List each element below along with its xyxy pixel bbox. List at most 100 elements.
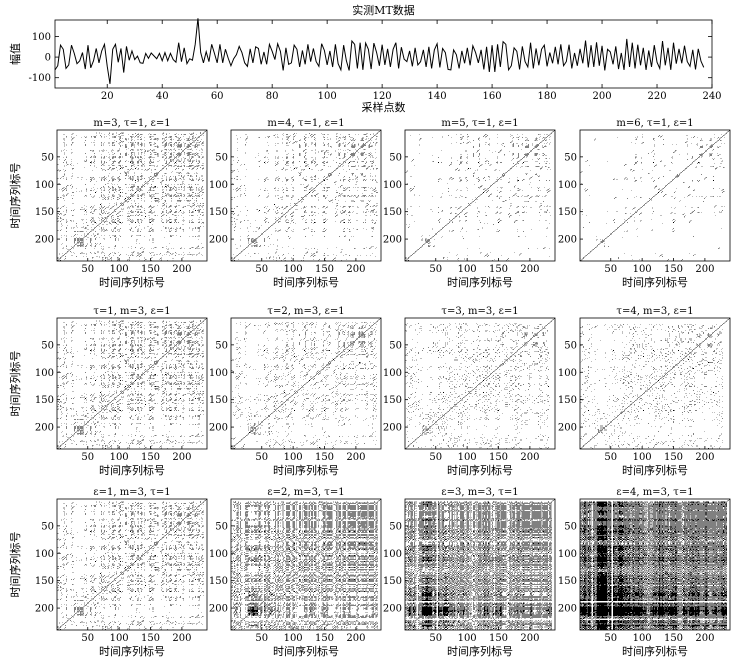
rp-y-tick-label: 50 [564, 340, 577, 351]
ts-axes-frame [54, 19, 713, 89]
rp-y-tick-label: 100 [35, 180, 54, 191]
rp-y-tick-label: 150 [35, 576, 54, 587]
ts-x-tick-label: 160 [483, 91, 502, 102]
rp-y-tick-label: 200 [558, 423, 577, 434]
rp-y-tick-label: 200 [558, 604, 577, 615]
rp-axes-frame [56, 317, 208, 450]
rp-x-axis-label: 时间序列标号 [447, 463, 513, 477]
rp-x-tick-label: 200 [346, 452, 365, 463]
ts-y-tick-label: -100 [29, 73, 51, 84]
recurrence-plot-image [405, 130, 555, 261]
recurrence-plot-panel: ε=1, m=3, τ=1 50 100 150 200 50 100 150 200 时间序列标… [8, 487, 208, 658]
rp-x-tick-label: 150 [664, 264, 683, 275]
rp-panel-title: τ=1, m=3, ε=1 [93, 306, 170, 317]
rp-x-tick-label: 100 [633, 452, 652, 463]
rp-x-tick-label: 150 [141, 633, 160, 644]
rp-x-tick-label: 100 [458, 264, 477, 275]
rp-x-tick-label: 100 [458, 452, 477, 463]
rp-x-axis-label: 时间序列标号 [99, 275, 165, 289]
ts-y-tick-label: 100 [32, 32, 51, 43]
rp-y-axis-label: 时间序列标号 [8, 163, 22, 229]
recurrence-plot-panel: τ=2, m=3, ε=1 50 100 150 200 50 100 150 200 时间序列标… [209, 306, 382, 477]
rp-x-axis-label: 时间序列标号 [622, 463, 688, 477]
rp-x-tick-label: 200 [520, 452, 539, 463]
rp-x-tick-label: 100 [284, 264, 303, 275]
recurrence-plot-image [57, 499, 207, 630]
rp-x-axis-label: 时间序列标号 [273, 275, 339, 289]
ts-x-tick-label: 140 [428, 91, 447, 102]
rp-panel-title: m=5, τ=1, ε=1 [441, 118, 518, 129]
rp-y-axis-label: 时间序列标号 [8, 532, 22, 598]
ts-x-tick-label: 100 [318, 91, 337, 102]
rp-y-tick-label: 150 [35, 395, 54, 406]
recurrence-plot-panel: ε=4, m=3, τ=1 50 100 150 200 50 100 150 200 时间序列标… [558, 487, 731, 658]
rp-y-tick-label: 50 [389, 152, 402, 163]
rp-y-tick-label: 150 [383, 207, 402, 218]
rp-y-tick-label: 100 [383, 368, 402, 379]
ts-x-tick-label: 60 [211, 91, 224, 102]
rp-y-tick-label: 100 [383, 180, 402, 191]
rp-x-axis-label: 时间序列标号 [273, 463, 339, 477]
rp-y-tick-label: 150 [209, 207, 228, 218]
ts-title: 实测MT数据 [352, 3, 415, 17]
rp-x-tick-label: 100 [458, 633, 477, 644]
rp-x-tick-label: 50 [429, 633, 442, 644]
rp-y-tick-label: 100 [558, 368, 577, 379]
rp-panel-title: m=3, τ=1, ε=1 [93, 118, 170, 129]
rp-x-tick-label: 100 [284, 452, 303, 463]
rp-y-tick-label: 150 [209, 576, 228, 587]
rp-y-tick-label: 100 [558, 549, 577, 560]
rp-x-tick-label: 200 [172, 633, 191, 644]
rp-panel-title: ε=1, m=3, τ=1 [93, 487, 170, 498]
rp-x-tick-label: 200 [695, 264, 714, 275]
recurrence-plot-panel: τ=3, m=3, ε=1 50 100 150 200 50 100 150 200 时间序列标… [383, 306, 556, 477]
rp-y-tick-label: 200 [35, 423, 54, 434]
ts-x-tick-label: 180 [538, 91, 557, 102]
rp-x-axis-label: 时间序列标号 [622, 275, 688, 289]
rp-x-tick-label: 200 [172, 264, 191, 275]
rp-y-axis-label: 时间序列标号 [8, 351, 22, 417]
rp-y-tick-label: 100 [35, 368, 54, 379]
rp-x-tick-label: 200 [346, 264, 365, 275]
ts-y-axis-label: 幅值 [9, 43, 22, 65]
ts-x-axis-label: 采样点数 [362, 100, 406, 114]
recurrence-plot-image [57, 130, 207, 261]
rp-x-tick-label: 150 [489, 452, 508, 463]
recurrence-plot-image [580, 318, 730, 449]
recurrence-plot-panel: τ=1, m=3, ε=1 50 100 150 200 50 100 150 200 时间序列标… [8, 306, 208, 477]
rp-x-tick-label: 100 [284, 633, 303, 644]
rp-y-tick-label: 50 [41, 152, 54, 163]
rp-x-tick-label: 50 [255, 633, 268, 644]
ts-x-tick-label: 220 [647, 91, 666, 102]
rp-x-tick-label: 150 [664, 452, 683, 463]
rp-y-tick-label: 50 [564, 521, 577, 532]
rp-x-tick-label: 150 [141, 264, 160, 275]
rp-y-tick-label: 150 [558, 576, 577, 587]
rp-x-tick-label: 150 [489, 633, 508, 644]
recurrence-plot-image [580, 499, 730, 630]
rp-y-tick-label: 150 [383, 395, 402, 406]
rp-x-tick-label: 50 [604, 452, 617, 463]
rp-axes-frame [404, 498, 556, 631]
recurrence-plot-image [57, 318, 207, 449]
rp-x-tick-label: 50 [604, 264, 617, 275]
rp-y-tick-label: 200 [383, 423, 402, 434]
ts-x-tick-label: 80 [266, 91, 279, 102]
rp-x-tick-label: 50 [604, 633, 617, 644]
ts-x-tick-label: 40 [156, 91, 169, 102]
rp-x-axis-label: 时间序列标号 [99, 463, 165, 477]
rp-axes-frame [579, 317, 731, 450]
rp-panel-title: τ=2, m=3, ε=1 [267, 306, 344, 317]
recurrence-plot-panel: m=6, τ=1, ε=1 50 100 150 200 50 100 150 200 时间序列标… [558, 118, 731, 289]
rp-x-tick-label: 150 [664, 633, 683, 644]
rp-y-tick-label: 100 [558, 180, 577, 191]
rp-x-tick-label: 150 [315, 633, 334, 644]
rp-x-tick-label: 200 [520, 264, 539, 275]
rp-x-tick-label: 100 [110, 633, 129, 644]
recurrence-plot-image [405, 499, 555, 630]
recurrence-plot-panel: m=5, τ=1, ε=1 50 100 150 200 50 100 150 200 时间序列标… [383, 118, 556, 289]
recurrence-plot-panel: τ=4, m=3, ε=1 50 100 150 200 50 100 150 200 时间序列标… [558, 306, 731, 477]
rp-axes-frame [579, 129, 731, 262]
recurrence-plot-panel: ε=2, m=3, τ=1 50 100 150 200 50 100 150 200 时间序列标… [209, 487, 382, 658]
